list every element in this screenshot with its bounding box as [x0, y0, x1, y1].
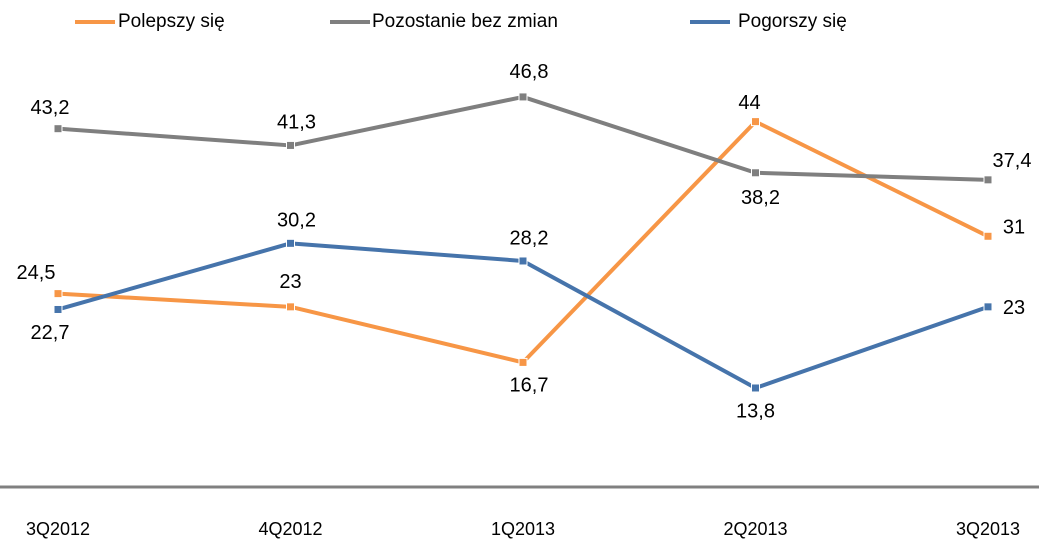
- data-label: 22,7: [31, 322, 70, 344]
- marker: [53, 289, 63, 299]
- data-label: 31: [1003, 217, 1025, 239]
- data-label: 28,2: [510, 227, 549, 249]
- marker: [286, 140, 295, 150]
- data-label: 44: [738, 92, 760, 114]
- data-label: 41,3: [277, 112, 316, 134]
- legend-label: Polepszy się: [118, 11, 225, 32]
- data-label: 24,5: [17, 262, 56, 284]
- data-label: 16,7: [510, 375, 549, 397]
- marker: [983, 302, 993, 312]
- x-tick-label: 3Q2013: [956, 519, 1020, 539]
- x-tick-label: 1Q2013: [491, 519, 555, 539]
- data-label: 23: [279, 271, 301, 293]
- marker: [518, 256, 528, 266]
- marker: [983, 175, 993, 185]
- marker: [751, 383, 760, 393]
- data-label: 43,2: [31, 97, 70, 119]
- x-tick-label: 3Q2012: [26, 519, 90, 539]
- x-tick-label: 2Q2013: [723, 519, 787, 539]
- marker: [53, 304, 63, 314]
- marker: [53, 124, 63, 134]
- data-label: 13,8: [736, 400, 775, 422]
- marker: [518, 92, 528, 102]
- marker: [983, 231, 993, 241]
- data-label: 38,2: [741, 187, 780, 209]
- data-label: 30,2: [277, 210, 316, 232]
- marker: [286, 302, 295, 312]
- legend-label: Pogorszy się: [738, 11, 847, 32]
- marker: [286, 238, 295, 248]
- marker: [751, 168, 760, 178]
- data-label: 46,8: [510, 61, 549, 83]
- data-label: 23: [1003, 297, 1025, 319]
- data-label: 37,4: [993, 150, 1032, 172]
- marker: [518, 357, 528, 367]
- legend-label: Pozostanie bez zmian: [372, 11, 558, 32]
- x-tick-label: 4Q2012: [258, 519, 322, 539]
- marker: [751, 117, 760, 127]
